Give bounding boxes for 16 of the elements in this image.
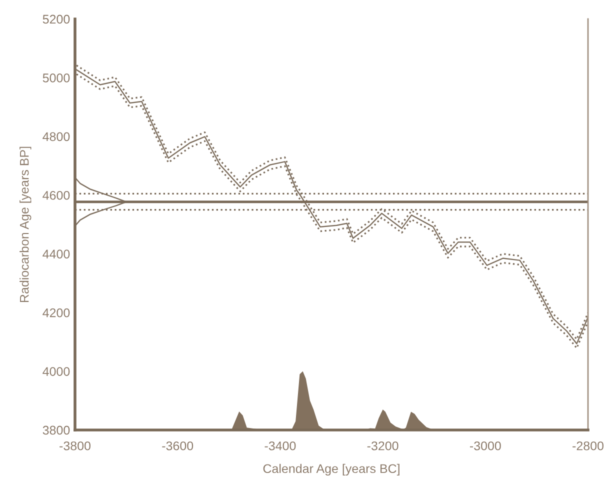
x-tick-label: -3600 (162, 441, 194, 450)
y-axis-title: Radiocarbon Age [years BP] (20, 146, 32, 302)
y-tick-label: 4200 (42, 308, 70, 318)
x-tick-label: -3400 (264, 441, 296, 450)
y-tick-label: 4600 (42, 190, 70, 200)
x-tick-label: -3200 (367, 441, 398, 450)
y-tick-label: 4000 (42, 367, 70, 376)
y-tick-label: 4400 (42, 250, 70, 259)
x-axis-title: Calendar Age [years BC] (263, 464, 400, 476)
y-tick-label: 5000 (42, 74, 70, 82)
y-tick-label: 5200 (42, 14, 70, 24)
x-tick-label: -3000 (470, 441, 501, 450)
x-tick-label: -3800 (60, 441, 90, 450)
y-tick-label: 3800 (42, 426, 70, 435)
y-tick-label: 4800 (42, 132, 70, 142)
x-tick-label: -2800 (572, 441, 604, 450)
